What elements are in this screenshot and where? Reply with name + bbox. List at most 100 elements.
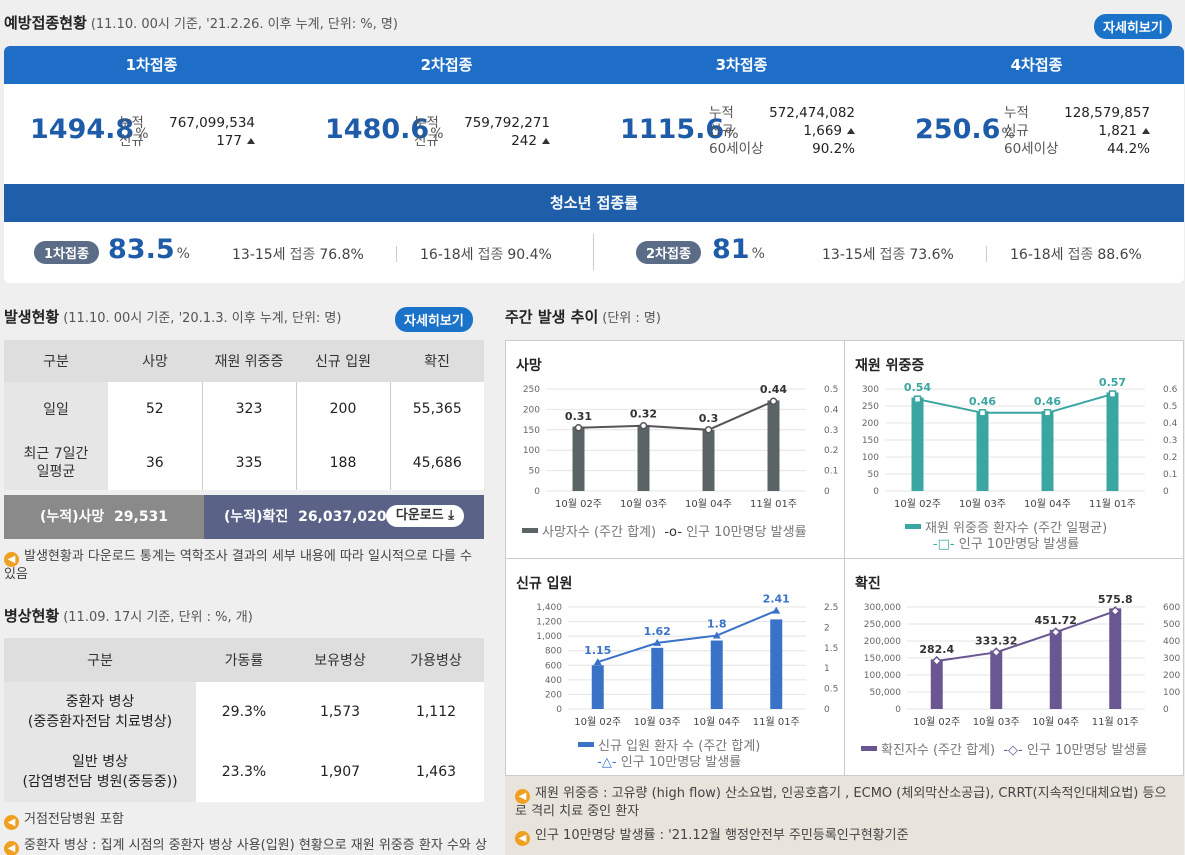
y2-tick-label: 200 [1163,671,1180,681]
x-tick-label: 10월 02주 [913,716,960,728]
chart-svg: 0 50,000 100,000 150,000 200,000 250,000 300,0… [864,593,1181,728]
data-label: 333.32 [975,634,1017,647]
x-tick-label: 10월 02주 [894,498,941,510]
stat-value: 1,669 [767,122,855,140]
speaker-icon: ◀ [515,831,530,846]
stat-label: 누적 [119,115,144,131]
teen-title: 청소년 접종률 [4,184,1184,222]
dose-rate-unit: % [725,126,739,142]
x-tick-label: 10월 04주 [685,498,732,510]
line-point [772,606,781,614]
chart-svg: 0 200 400 600 800 1,000 1,200 1,400 0 0.5 1 1.5 2 2.5… [536,593,838,728]
chart-notes: ◀ 재원 위중증 : 고유량 (high flow) 산소요법, 인공호흡기 , … [505,776,1184,855]
chart-title: 사망 [516,358,542,374]
weekly-subtitle: (단위 : 명) [602,311,661,326]
speaker-icon: ◀ [4,841,19,855]
bar [1041,411,1054,491]
dose-4: 250.6% 누적 128,579,857 신규 1,821 60세이상 44.2% [889,84,1184,184]
table-cell: 188 [295,436,390,490]
weekly-title: 주간 발생 추이 [505,308,599,326]
y2-tick-label: 0.1 [1163,470,1177,480]
bar [651,647,664,709]
data-label: 0.3 [699,412,719,425]
table-cell: 1,573 [319,704,361,720]
x-tick-label: 10월 03주 [973,716,1020,728]
data-label: 0.54 [904,381,931,394]
row-label: 중환자 병상 (중증환자전담 치료병상) [4,682,196,742]
line-point [1108,390,1117,398]
table-row: 일일 52 323 200 55,365 [4,382,484,436]
y-tick-label: 0 [556,705,562,715]
y-tick-label: 250 [523,385,540,395]
dose-rate: 1480.6% [325,114,444,145]
y2-tick-label: 0.4 [824,405,839,415]
occurrence-detail-button[interactable]: 자세히보기 [395,307,473,332]
y-tick-label: 400 [545,676,562,686]
table-header: 구분 [4,340,108,382]
y-tick-label: 0 [873,487,879,497]
teen-second-b: 16-18세 접종 88.6% [1010,247,1142,263]
chart-note-1: ◀ 재원 위중증 : 고유량 (high flow) 산소요법, 인공호흡기 , … [515,786,1167,819]
y-tick-label: 150,000 [864,654,901,664]
stat-label: 누적 [414,115,439,131]
bar [1049,629,1062,709]
y-tick-label: 0 [895,705,901,715]
speaker-icon: ◀ [4,815,19,830]
cumulative-death: (누적)사망 29,531 [4,495,204,539]
y2-tick-label: 400 [1163,637,1180,647]
table-cell: 200 [295,382,390,436]
dose-rate-unit: % [1001,126,1015,142]
bar [930,659,943,709]
download-button[interactable]: 다운로드 ⤓ [385,505,464,527]
y2-tick-label: 0.5 [1163,402,1177,412]
stat-label: 신규 [414,133,439,149]
table-header-row: 구분 사망 재원 위중증 신규 입원 확진 [4,340,484,382]
table-cell: 52 [145,401,164,417]
data-label: 1.8 [707,618,727,631]
row-label: 일일 [4,382,108,436]
y2-tick-label: 600 [1163,603,1180,613]
data-label: 0.31 [565,410,592,423]
table-header: 신규 입원 [296,340,390,382]
vaccination-heading: 예방접종현황 (11.10. 00시 기준, '21.2.26. 이후 누계, 단… [4,12,398,33]
legend-line-icon: -□- [932,537,955,552]
vaccination-panel: 1차접종 2차접종 3차접종 4차접종 1494.8% 누적 767,099,53… [4,46,1184,283]
line-point [712,631,721,639]
bar [702,429,715,491]
dose-header-2: 2차접종 [420,56,473,74]
stat-value: 572,474,082 [769,105,855,121]
chart-death: 사망 0 50 100 150 200 250 0 0.1 0.2 0.3 0.4 0.5 10월 02… [506,341,845,559]
teen-separator [986,246,987,262]
table-header: 재원 위중증 [202,340,296,382]
series-line [917,393,1113,414]
y2-tick-label: 100 [1163,688,1180,698]
stat-label: 신규 [709,123,734,139]
download-icon: ⤓ [448,508,454,523]
dose-stats: 누적 128,579,857 신규 1,821 60세이상 44.2% [1004,104,1150,158]
table-row: 일반 병상 (감염병전담 병원(중등중)) 23.3% 1,907 1,463 [4,742,484,802]
x-tick-label: 11월 01주 [1089,498,1136,510]
table-header-row: 구분 가동률 보유병상 가용병상 [4,638,484,682]
y-tick-label: 150 [523,426,540,436]
chart-title: 재원 위중증 [855,358,925,374]
x-tick-label: 10월 04주 [1032,716,1079,728]
table-header: 보유병상 [292,638,388,682]
occurrence-heading: 발생현황 (11.10. 00시 기준, '20.1.3. 이후 누계, 단위: … [4,306,341,327]
vaccination-detail-button[interactable]: 자세히보기 [1094,14,1172,39]
dose-body-row: 1494.8% 누적 767,099,534 신규 177 1480.6% 누적 75… [4,84,1184,184]
data-label: 0.57 [1099,376,1126,389]
legend-bar-icon [522,528,538,533]
teen-second-rate: 81% [712,234,765,265]
cumulative-bar: (누적)사망 29,531 (누적)확진 26,037,020 다운로드 ⤓ [4,495,484,539]
teen-first-pill: 1차접종 [34,241,99,264]
bar [976,411,989,491]
y2-tick-label: 1 [824,664,830,674]
teen-first-rate: 83.5% [108,234,190,265]
teen-body: 1차접종 83.5% 13-15세 접종 76.8% 16-18세 접종 90.4% 2… [4,222,1184,283]
legend-line-icon: -△- [597,755,617,770]
table-cell: 29.3% [221,704,267,720]
table-cell: 36 [145,455,164,471]
y2-tick-label: 500 [1163,620,1180,630]
bar [572,426,585,491]
table-cell: 55,365 [389,382,484,436]
